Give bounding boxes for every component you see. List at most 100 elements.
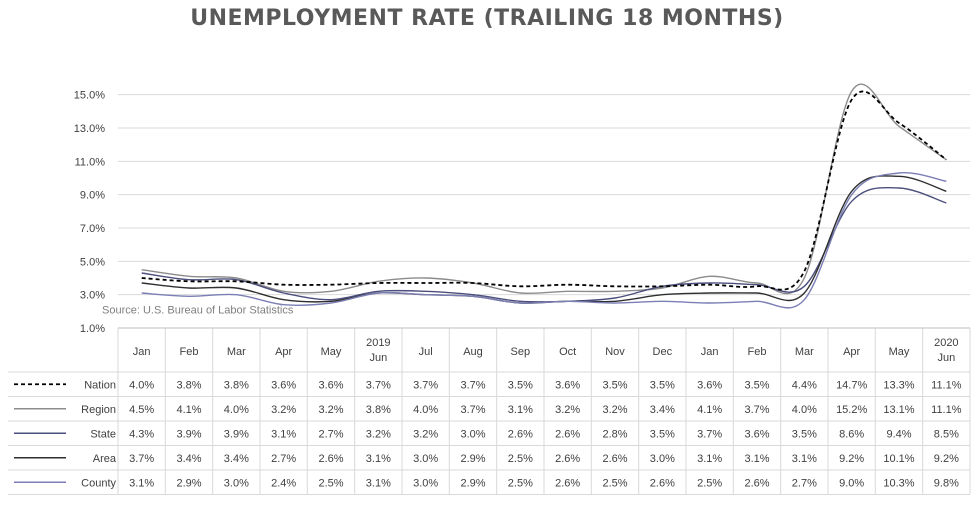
category-label: Aug [463, 346, 483, 358]
y-tick-label: 15.0% [74, 90, 105, 102]
data-label: 4.0% [413, 404, 438, 416]
data-label: 3.0% [413, 477, 438, 489]
data-label: 2.9% [460, 453, 485, 465]
data-label: 3.6% [744, 428, 769, 440]
data-label: 2.6% [508, 428, 533, 440]
series-line-region [141, 83, 947, 295]
data-label: 3.0% [650, 453, 675, 465]
category-label: Mar [227, 346, 246, 358]
data-label: 3.8% [366, 404, 391, 416]
data-label: 3.5% [792, 428, 817, 440]
data-label: 3.5% [650, 428, 675, 440]
category-label: Jan [701, 346, 719, 358]
legend-label-state: State [90, 428, 116, 440]
data-label: 3.0% [413, 453, 438, 465]
data-label: 14.7% [836, 379, 867, 391]
y-tick-label: 7.0% [80, 223, 105, 235]
series-lines [141, 83, 947, 309]
data-label: 2.9% [460, 477, 485, 489]
data-label: 4.4% [792, 379, 817, 391]
data-label: 3.2% [413, 428, 438, 440]
data-label: 3.1% [508, 404, 533, 416]
y-tick-label: 11.0% [75, 156, 106, 168]
data-label: 4.1% [697, 404, 722, 416]
legend-label-area: Area [93, 453, 117, 465]
category-year-label: 2019 [366, 337, 390, 349]
data-label: 13.3% [883, 379, 914, 391]
data-label: 3.2% [602, 404, 627, 416]
data-label: 2.8% [602, 428, 627, 440]
data-label: 3.1% [271, 428, 296, 440]
y-tick-label: 9.0% [80, 190, 105, 202]
data-label: 10.1% [883, 453, 914, 465]
data-label: 2.7% [318, 428, 343, 440]
data-label: 4.5% [129, 404, 154, 416]
data-label: 3.7% [129, 453, 154, 465]
data-label: 3.5% [650, 379, 675, 391]
data-label: 2.6% [602, 453, 627, 465]
data-label: 4.0% [224, 404, 249, 416]
data-label: 3.7% [697, 428, 722, 440]
chart-title: UNEMPLOYMENT RATE (TRAILING 18 MONTHS) [190, 6, 784, 31]
data-label: 2.4% [271, 477, 296, 489]
category-label: Feb [180, 346, 199, 358]
y-axis-ticks: 1.0% 3.0% 5.0% 7.0% 9.0% 11.0% 13.0% 15.0% [74, 90, 105, 335]
data-label: 3.6% [271, 379, 296, 391]
data-label: 3.2% [318, 404, 343, 416]
category-label: Jul [419, 346, 433, 358]
data-label: 3.9% [224, 428, 249, 440]
data-label: 3.1% [129, 477, 154, 489]
data-label: 9.2% [839, 453, 864, 465]
data-label: 3.6% [318, 379, 343, 391]
data-label: 3.6% [555, 379, 580, 391]
data-label: 3.0% [460, 428, 485, 440]
data-label: 3.7% [744, 404, 769, 416]
data-label: 2.6% [650, 477, 675, 489]
data-label: 3.1% [697, 453, 722, 465]
y-tick-label: 3.0% [80, 290, 105, 302]
data-label: 9.8% [934, 477, 959, 489]
data-label: 2.9% [176, 477, 201, 489]
legend-label-nation: Nation [84, 379, 116, 391]
data-label: 9.0% [839, 477, 864, 489]
data-label: 4.0% [792, 404, 817, 416]
data-label: 3.5% [602, 379, 627, 391]
series-line-county [141, 171, 947, 309]
data-label: 2.7% [271, 453, 296, 465]
data-label: 3.4% [176, 453, 201, 465]
category-label: Jun [369, 352, 387, 364]
y-tick-label: 13.0% [74, 123, 105, 135]
data-label: 9.2% [934, 453, 959, 465]
data-label: 3.2% [271, 404, 296, 416]
data-label: 3.8% [176, 379, 201, 391]
category-year-label: 2020 [934, 337, 958, 349]
data-label: 9.4% [886, 428, 911, 440]
category-label: May [889, 346, 910, 358]
data-label: 3.1% [792, 453, 817, 465]
y-tick-label: 5.0% [80, 256, 105, 268]
data-label: 2.5% [318, 477, 343, 489]
data-label: 2.5% [508, 477, 533, 489]
data-label: 3.5% [508, 379, 533, 391]
data-label: 4.0% [129, 379, 154, 391]
series-line-nation [141, 90, 947, 291]
data-label: 8.6% [839, 428, 864, 440]
legend-label-region: Region [81, 404, 116, 416]
data-label: 3.8% [224, 379, 249, 391]
data-label: 3.2% [555, 404, 580, 416]
data-label: 2.6% [318, 453, 343, 465]
data-label: 3.0% [224, 477, 249, 489]
data-label: 13.1% [883, 404, 914, 416]
data-label: 11.1% [931, 404, 962, 416]
data-label: 10.3% [883, 477, 914, 489]
data-table: Jan Feb Mar Apr May 2019 Jun Jul Aug Sep Oct Nov Dec… [8, 327, 971, 495]
category-label: Jan [133, 346, 151, 358]
data-label: 3.1% [744, 453, 769, 465]
data-label: 3.9% [176, 428, 201, 440]
data-label: 3.7% [460, 379, 485, 391]
data-label: 3.7% [413, 379, 438, 391]
data-label: 3.5% [744, 379, 769, 391]
data-label: 2.6% [555, 428, 580, 440]
data-label: 2.5% [508, 453, 533, 465]
